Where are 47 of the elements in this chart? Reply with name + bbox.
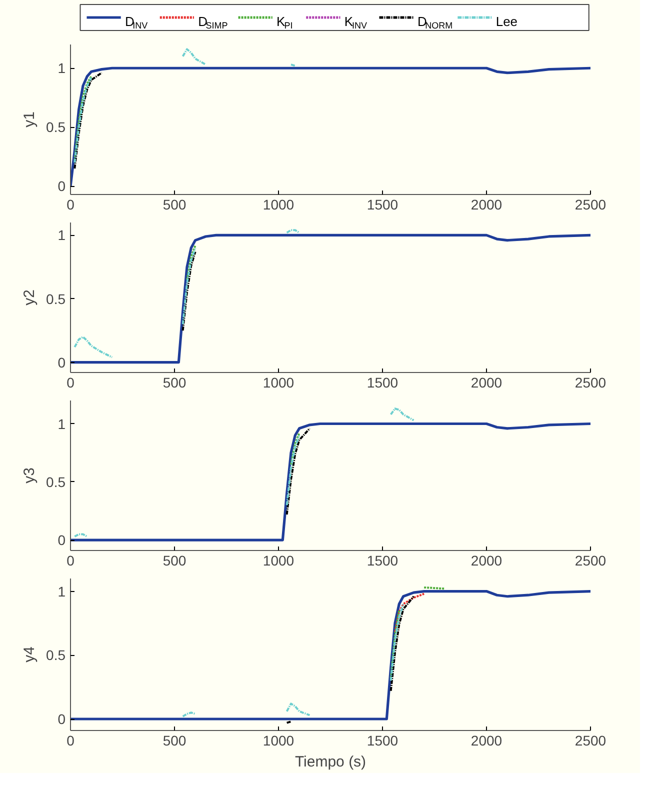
line-series (70, 590, 590, 720)
y-tick-label: 0 (58, 178, 66, 194)
line-series (70, 66, 590, 188)
y-tick-label: 0.5 (46, 119, 66, 136)
y-tick-label: 1 (58, 416, 66, 432)
y-tick-label: 1 (58, 60, 66, 76)
x-tick-label: 1500 (366, 374, 398, 390)
x-tick-label: 2000 (470, 374, 502, 390)
y-axis-title: y1 (21, 112, 38, 128)
y-axis-title: y3 (21, 468, 38, 484)
y-tick-label: 1 (58, 583, 66, 600)
y-tick-label: 0 (58, 532, 66, 548)
line-series (70, 234, 590, 364)
y-tick-label: 0.5 (46, 647, 66, 664)
y-tick-label: 0 (58, 354, 66, 370)
x-tick-label: 2500 (574, 196, 606, 212)
line-series (70, 422, 590, 542)
line-series (394, 592, 426, 634)
x-tick-label: 500 (162, 374, 186, 390)
line-series (286, 427, 311, 516)
x-tick-label: 1500 (366, 732, 398, 748)
y-tick-label: 0.5 (46, 474, 66, 490)
x-tick-label: 1500 (366, 552, 398, 568)
x-tick-label: 2000 (470, 552, 502, 568)
x-tick-label: 2000 (470, 732, 502, 748)
legend-label: Lee (496, 14, 518, 29)
y-axis-title: y4 (21, 646, 38, 662)
y-tick-label: 1 (58, 227, 66, 244)
x-tick-label: 500 (162, 732, 186, 748)
line-series (182, 250, 196, 332)
x-tick-label: 1000 (262, 196, 294, 212)
x-tick-label: 1000 (262, 374, 294, 390)
x-tick-label: 2500 (574, 374, 606, 390)
x-tick-label: 1000 (262, 552, 294, 568)
y-tick-label: 0.5 (46, 290, 66, 307)
x-tick-label: 500 (162, 552, 186, 568)
y-axis-title: y2 (21, 290, 38, 306)
x-axis-title: Tiempo (s) (294, 754, 366, 770)
x-tick-label: 2500 (574, 552, 606, 568)
x-tick-label: 2000 (470, 196, 502, 212)
x-tick-label: 1000 (262, 732, 294, 748)
line-series (74, 72, 103, 170)
x-tick-label: 500 (162, 196, 186, 212)
x-tick-label: 2500 (574, 732, 606, 748)
line-series (74, 75, 92, 162)
x-tick-label: 1500 (366, 196, 398, 212)
y-tick-label: 0 (58, 711, 66, 728)
